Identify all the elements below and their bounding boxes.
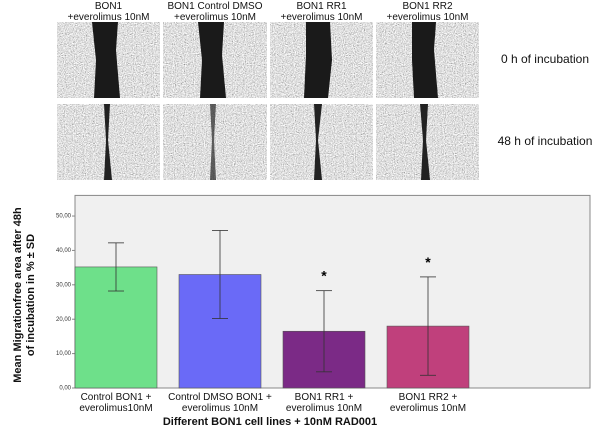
y-tick-label: 10,00 xyxy=(56,351,72,357)
x-axis-label: Different BON1 cell lines + 10nM RAD001 xyxy=(162,416,378,428)
row-label: 48 h of incubation xyxy=(497,134,593,148)
scratch xyxy=(92,22,120,98)
micrographs xyxy=(57,22,479,180)
column-label: BON1 Control DMSO +everolimus 10nM xyxy=(167,1,263,23)
x-tick-label: Control DMSO BON1 + everolimus 10nM xyxy=(168,392,272,414)
scratch xyxy=(420,104,430,180)
y-tick-label: 0,00 xyxy=(59,386,71,392)
significance: * xyxy=(321,268,327,284)
column-label: BON1 RR1 +everolimus 10nM xyxy=(280,1,363,23)
x-tick-label: BON1 RR1 + everolimus 10nM xyxy=(285,392,363,414)
scratch xyxy=(304,22,332,98)
scratch xyxy=(104,104,112,180)
y-tick-label: 50,00 xyxy=(56,214,72,220)
scratch xyxy=(210,104,216,180)
y-axis-label: Mean Migrationfree area after 48h of inc… xyxy=(12,207,37,383)
scratch xyxy=(314,104,322,180)
y-tick-label: 20,00 xyxy=(56,317,72,323)
significance: * xyxy=(425,254,431,270)
scratch xyxy=(412,22,438,98)
row-label: 0 h of incubation xyxy=(500,52,590,66)
scratch xyxy=(198,22,226,98)
y-tick-label: 40,00 xyxy=(56,248,72,254)
column-label: BON1 RR2 +everolimus 10nM xyxy=(386,1,469,23)
x-tick-label: Control BON1 + everolimus10nM xyxy=(79,392,153,414)
y-tick-label: 30,00 xyxy=(56,282,72,288)
image xyxy=(270,104,373,180)
x-tick-label: BON1 RR2 + everolimus 10nM xyxy=(389,392,467,414)
column-label: BON1 +everolimus 10nM xyxy=(67,1,150,23)
